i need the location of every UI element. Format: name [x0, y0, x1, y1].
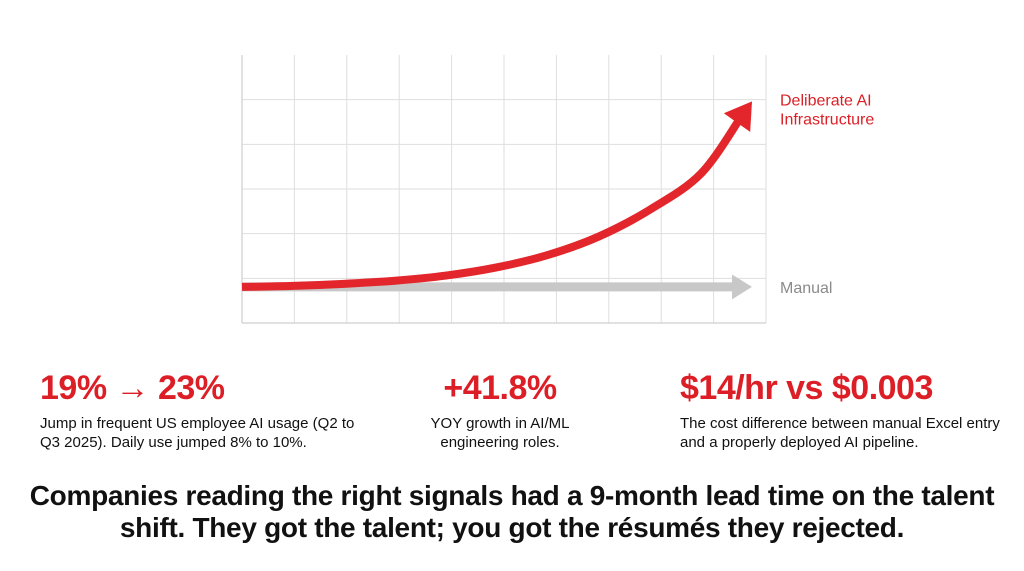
ai-series-label: Deliberate AI Infrastructure	[780, 92, 874, 128]
series-label-line: Deliberate AI	[780, 92, 872, 109]
takeaway-text: Companies reading the right signals had …	[29, 480, 995, 543]
stat-value: $14/hr vs $0.003	[680, 369, 933, 407]
stat-cost-difference: $14/hr vs $0.003 The cost difference bet…	[680, 368, 1000, 452]
manual-arrowhead	[732, 274, 752, 300]
stat-usage-jump: 19% → 23% Jump in frequent US employee A…	[40, 368, 370, 452]
stat-value: +41.8%	[443, 369, 557, 407]
series-label-line: Manual	[780, 280, 832, 297]
growth-chart: Manual Deliberate AI Infrastructure	[241, 55, 874, 324]
ai-arrowhead	[723, 101, 752, 132]
stat-role-growth: +41.8% YOY growth in AI/ML engineering r…	[410, 368, 590, 452]
series-label-line: Infrastructure	[780, 111, 874, 128]
manual-series-label: Manual	[780, 280, 832, 297]
stat-description: Jump in frequent US employee AI usage (Q…	[40, 415, 355, 451]
stat-description: The cost difference between manual Excel…	[680, 415, 1000, 451]
ai-series-line	[241, 113, 745, 291]
stat-description: YOY growth in AI/ML engineering roles.	[430, 415, 570, 451]
stat-value: 19% → 23%	[40, 369, 225, 407]
chart-series-labels: Manual Deliberate AI Infrastructure	[780, 92, 874, 297]
chart-series	[241, 101, 752, 300]
